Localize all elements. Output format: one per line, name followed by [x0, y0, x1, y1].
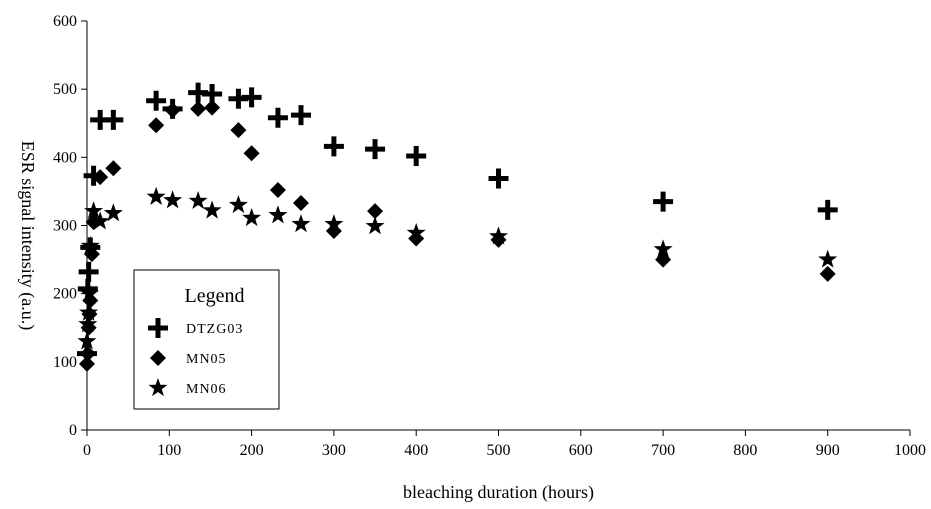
data-point-star	[488, 226, 509, 245]
legend-label: DTZG03	[186, 322, 243, 337]
data-point-plus	[78, 261, 99, 282]
data-point-star	[291, 214, 311, 233]
data-point-plus	[653, 191, 674, 212]
data-point-plus	[228, 88, 249, 109]
data-point-star	[80, 235, 100, 255]
x-tick-label: 0	[83, 442, 91, 459]
data-point-plus	[241, 87, 262, 108]
data-point-diamond	[190, 100, 207, 117]
series-mn06	[77, 186, 838, 350]
legend: Legend DTZG03 MN05 MN06	[133, 269, 280, 410]
data-point-plus	[817, 199, 838, 220]
data-point-plus	[202, 83, 223, 104]
legend-label: MN06	[186, 382, 227, 397]
data-point-diamond	[367, 203, 384, 220]
data-point-star	[653, 239, 673, 258]
x-tick-label: 200	[240, 442, 264, 459]
data-point-star	[103, 203, 123, 222]
data-point-diamond	[655, 251, 672, 268]
x-tick-label: 900	[816, 442, 840, 459]
tick-labels: 0 100 200 300 400 500 600 0 100 200 300 400 500 600 70…	[53, 13, 926, 459]
data-point-star	[365, 216, 385, 235]
x-tick-label: 600	[569, 442, 593, 459]
legend-title: Legend	[185, 285, 245, 307]
data-point-diamond	[408, 230, 425, 247]
y-axis-title: ESR signal intensity (a.u.)	[17, 141, 38, 330]
data-point-diamond	[105, 160, 122, 177]
data-point-plus	[146, 90, 167, 111]
data-points	[77, 82, 838, 372]
data-point-diamond	[204, 99, 221, 116]
legend-marker-diamond	[150, 350, 166, 366]
x-tick-label: 400	[404, 442, 428, 459]
legend-marker-plus	[148, 318, 168, 338]
data-point-plus	[365, 139, 386, 160]
y-tick-label: 200	[53, 286, 77, 303]
data-point-star	[818, 249, 838, 268]
data-point-star	[90, 211, 110, 230]
data-point-star	[79, 302, 99, 321]
data-point-star	[163, 190, 183, 209]
legend-label: MN05	[186, 352, 227, 367]
data-point-star	[78, 314, 98, 333]
data-point-diamond	[819, 265, 836, 282]
data-point-plus	[267, 107, 288, 128]
data-point-diamond	[79, 345, 96, 362]
data-point-plus	[103, 109, 124, 130]
x-tick-label: 800	[733, 442, 757, 459]
data-point-diamond	[148, 117, 165, 134]
data-point-star	[202, 200, 222, 219]
data-point-diamond	[92, 169, 109, 186]
y-tick-label: 0	[69, 422, 77, 439]
data-point-diamond	[79, 355, 95, 372]
data-point-star	[146, 186, 166, 205]
data-point-plus	[488, 168, 509, 189]
x-tick-label: 100	[157, 442, 181, 459]
data-point-plus	[406, 145, 427, 166]
data-point-diamond	[230, 122, 247, 139]
y-tick-label: 600	[53, 13, 77, 30]
y-tick-label: 300	[53, 218, 77, 235]
data-point-star	[188, 190, 208, 210]
x-tick-label: 1000	[894, 442, 926, 459]
data-point-star	[406, 223, 426, 242]
data-point-plus	[188, 82, 209, 103]
data-point-diamond	[292, 195, 309, 212]
x-tick-label: 300	[322, 442, 346, 459]
data-point-diamond	[243, 145, 260, 162]
data-point-star	[324, 214, 344, 233]
x-tick-label: 700	[651, 442, 675, 459]
legend-item-mn06: MN06	[148, 378, 226, 397]
data-point-plus	[90, 109, 111, 130]
data-point-star	[228, 195, 248, 214]
data-point-star	[79, 283, 99, 302]
legend-item-dtzg03: DTZG03	[148, 318, 243, 338]
x-axis-title: bleaching duration (hours)	[403, 482, 594, 503]
x-tick-label: 500	[487, 442, 511, 459]
data-point-plus	[290, 105, 311, 126]
data-point-diamond	[269, 182, 286, 199]
legend-marker-star	[148, 378, 168, 397]
y-tick-label: 500	[53, 81, 77, 98]
y-tick-label: 400	[53, 149, 77, 166]
data-point-plus	[323, 136, 344, 157]
y-tick-label: 100	[53, 354, 77, 371]
legend-item-mn05: MN05	[150, 350, 227, 367]
data-point-star	[84, 201, 104, 220]
data-point-star	[268, 205, 288, 224]
data-point-star	[242, 208, 262, 227]
data-point-star	[77, 331, 97, 350]
data-point-diamond	[164, 102, 181, 119]
